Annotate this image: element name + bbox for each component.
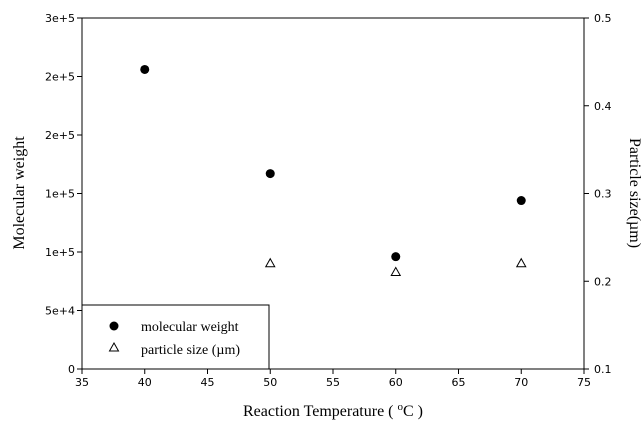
y-left-tick-label: 5e+4 (45, 305, 75, 318)
data-point-molecular-weight (265, 169, 275, 179)
y-axis-left: 0 5e+4 1e+5 1e+5 2e+5 2e+5 3e+5 (45, 12, 82, 376)
data-point-particle-size (515, 257, 527, 268)
x-tick-label: 55 (326, 376, 340, 389)
legend: molecular weight particle size (µm) (81, 304, 270, 370)
data-marks (140, 64, 527, 276)
y-left-tick-label: 1e+5 (45, 246, 75, 259)
y-right-tick-label: 0.5 (594, 12, 612, 25)
y-right-tick-label: 0.1 (594, 363, 612, 376)
legend-label-molecular-weight: molecular weight (141, 320, 239, 335)
x-axis-title-prefix: Reaction Temperature ( (243, 403, 398, 420)
x-axis: 35 40 45 50 55 60 65 70 75 (75, 369, 591, 389)
x-tick-label: 45 (201, 376, 215, 389)
y-left-tick-label: 2e+5 (45, 129, 75, 142)
y-left-tick-label: 1e+5 (45, 188, 75, 201)
x-axis-title-suffix: C ) (403, 403, 423, 420)
data-point-molecular-weight (140, 64, 150, 74)
y-left-tick-label: 2e+5 (45, 71, 75, 84)
data-point-molecular-weight (391, 252, 401, 262)
y-axis-right-title: Particle size(µm) (626, 138, 643, 248)
data-point-particle-size (390, 266, 402, 276)
x-axis-title: Reaction Temperature ( oC ) (243, 401, 423, 420)
x-tick-label: 40 (138, 376, 152, 389)
data-point-molecular-weight (516, 196, 526, 206)
x-axis-title-degree: o (398, 401, 404, 413)
x-tick-label: 70 (514, 376, 528, 389)
x-tick-label: 50 (263, 376, 277, 389)
y-right-tick-label: 0.3 (594, 188, 612, 201)
y-left-tick-label: 3e+5 (45, 12, 75, 25)
y-right-tick-label: 0.4 (594, 100, 612, 113)
legend-box (81, 304, 270, 370)
y-axis-right: 0.1 0.2 0.3 0.4 0.5 (584, 12, 612, 376)
x-tick-label: 60 (389, 376, 403, 389)
x-tick-label: 35 (75, 376, 89, 389)
x-tick-label: 65 (452, 376, 466, 389)
legend-marker-molecular-weight (109, 321, 119, 331)
y-right-tick-label: 0.2 (594, 275, 612, 288)
legend-label-particle-size: particle size (µm) (141, 343, 240, 358)
legend-marker-particle-size (108, 341, 120, 352)
data-point-particle-size (264, 257, 276, 268)
y-axis-left-title: Molecular weight (11, 136, 28, 250)
x-tick-label: 75 (577, 376, 591, 389)
y-left-tick-label: 0 (68, 363, 75, 376)
